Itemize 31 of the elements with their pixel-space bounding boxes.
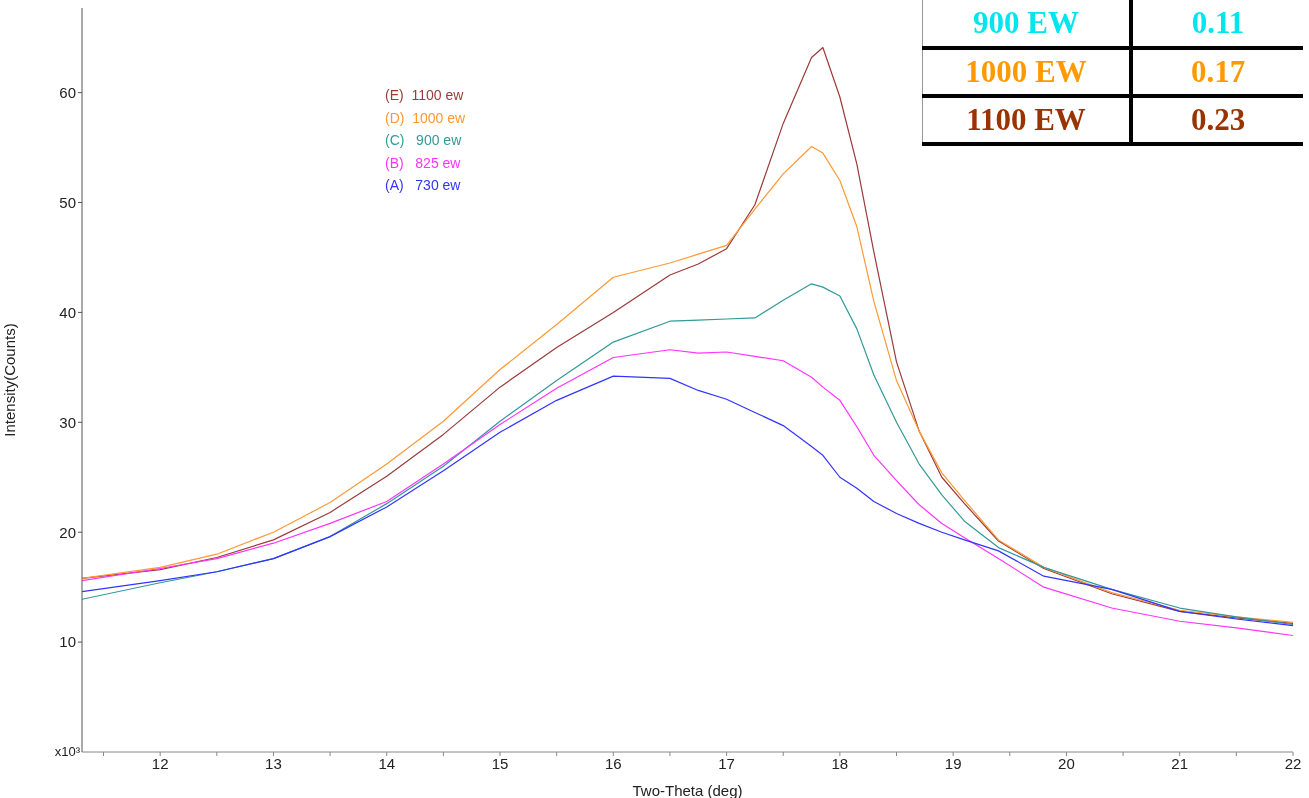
x-tick-label: 16 (604, 754, 622, 772)
x-tick-label: 14 (378, 754, 396, 772)
x-tick-label: 13 (265, 754, 282, 772)
x-tick-label: 15 (491, 754, 509, 772)
x-tick-label: 17 (718, 754, 735, 772)
y-tick-label: 20 (59, 523, 76, 541)
annotation: 0.11 (1131, 0, 1303, 48)
x-tick-label: 18 (831, 754, 849, 772)
line-series (82, 283, 1293, 626)
y-axis-title: Intensity(Counts) (1, 323, 19, 437)
x-tick-label: 21 (1171, 754, 1189, 772)
text: (D) 1000 ew (385, 108, 466, 128)
text: (B) 825 ew (385, 153, 462, 173)
text: x10³ (54, 744, 81, 759)
y-tick-label: 30 (59, 413, 76, 431)
x-tick-label: 20 (1058, 754, 1075, 772)
text: (C) 900 ew (385, 131, 463, 150)
annotation: 900 EW (922, 0, 1131, 48)
annotation: 1100 EW (922, 96, 1131, 144)
text: (E) 1100 ew (385, 86, 465, 105)
annotation: 0.23 (1131, 96, 1303, 144)
y-tick-label: 10 (59, 633, 76, 651)
text: (A) 730 ew (385, 176, 462, 195)
annotation: 0.17 (1131, 48, 1303, 96)
y-tick-label: 60 (59, 83, 76, 101)
y-tick-label: 50 (59, 193, 76, 211)
x-tick-label: 22 (1284, 754, 1302, 772)
x-tick-label: 12 (151, 754, 169, 772)
annotation: 1000 EW (922, 48, 1131, 96)
x-tick-label: 19 (944, 754, 962, 772)
y-tick-label: 40 (59, 303, 76, 321)
